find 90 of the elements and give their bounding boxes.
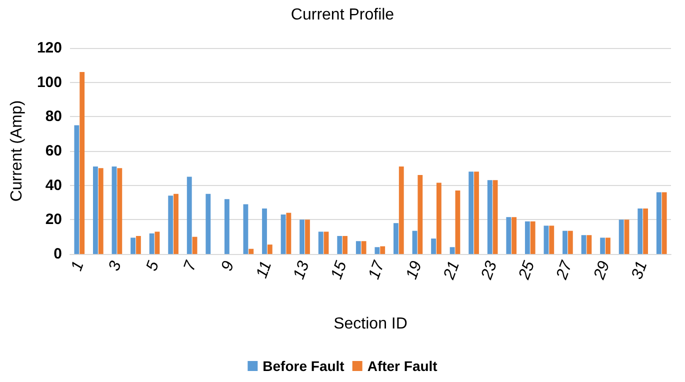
bar — [544, 226, 549, 254]
bar — [468, 172, 474, 254]
bar — [450, 247, 455, 254]
bar — [606, 238, 610, 254]
bar — [638, 208, 643, 254]
bar — [398, 166, 404, 254]
bar — [192, 236, 198, 254]
bar — [624, 220, 630, 254]
bar — [356, 241, 361, 254]
bar — [305, 220, 310, 254]
x-tick-label: 21 — [440, 259, 464, 283]
bar — [662, 192, 667, 254]
bar — [394, 223, 398, 254]
bar — [318, 232, 324, 254]
bar — [224, 199, 230, 254]
chart-title: Current Profile — [290, 6, 394, 24]
legend-label: Before Fault — [262, 358, 345, 374]
y-tick-label: 100 — [36, 74, 62, 91]
bar — [174, 194, 178, 254]
bar — [337, 236, 342, 254]
bar — [568, 230, 573, 254]
bar — [487, 180, 492, 254]
bar — [248, 248, 254, 254]
y-tick-label: 80 — [45, 108, 62, 126]
bar — [112, 166, 117, 254]
bar — [581, 235, 586, 254]
bar — [549, 226, 554, 254]
bar — [586, 235, 592, 254]
y-tick-label: 60 — [45, 142, 62, 160]
x-tick-label: 9 — [218, 259, 238, 274]
x-tick-label: 3 — [106, 259, 125, 274]
bar — [93, 166, 98, 254]
bar — [530, 221, 536, 254]
bar — [130, 238, 136, 254]
x-tick-label: 11 — [254, 259, 276, 281]
y-tick-label: 20 — [45, 211, 62, 228]
bar — [418, 175, 423, 254]
bar — [656, 192, 662, 254]
bar — [80, 72, 85, 254]
x-tick-label: 23 — [478, 259, 501, 283]
bar — [524, 221, 530, 254]
legend-label: After Fault — [367, 358, 438, 374]
x-tick-label: 5 — [143, 259, 163, 274]
bar — [280, 214, 286, 254]
bar — [492, 180, 498, 254]
bar — [168, 196, 174, 254]
x-tick-label: 17 — [366, 258, 388, 282]
bar — [186, 176, 192, 254]
bar — [98, 168, 104, 254]
bar — [154, 232, 160, 254]
x-tick-label: 31 — [628, 259, 651, 282]
bar — [74, 125, 80, 254]
bar — [374, 247, 380, 254]
bar — [436, 182, 442, 254]
x-tick-label: 15 — [328, 259, 350, 282]
bar — [206, 194, 211, 254]
bar — [286, 212, 292, 254]
x-axis-title: Section ID — [334, 316, 408, 332]
bar — [117, 168, 122, 254]
bar — [361, 241, 366, 254]
y-tick-label: 40 — [45, 176, 62, 194]
bar — [431, 238, 436, 254]
bar — [243, 204, 248, 254]
bar — [267, 244, 272, 254]
bar — [262, 208, 267, 254]
bar — [506, 217, 512, 254]
bar — [455, 190, 460, 254]
x-tick-label: 29 — [590, 259, 614, 283]
y-axis-title: Current (Amp) — [8, 100, 26, 202]
bar — [512, 217, 517, 254]
bar — [136, 236, 141, 254]
x-tick-label: 7 — [181, 258, 200, 274]
x-tick-label: 27 — [553, 258, 576, 283]
y-tick-label: 120 — [36, 40, 62, 56]
bar — [600, 238, 606, 254]
bar — [412, 230, 418, 254]
bar — [643, 208, 648, 254]
bar — [342, 236, 348, 254]
bar — [380, 246, 386, 254]
y-tick-label: 0 — [54, 246, 62, 262]
bar — [149, 233, 154, 254]
bar — [300, 220, 305, 254]
bar — [324, 232, 329, 254]
x-tick-label: 13 — [290, 259, 313, 282]
x-tick-label: 19 — [403, 259, 426, 282]
bar — [562, 230, 568, 254]
x-tick-label: 25 — [516, 259, 538, 283]
bar — [474, 172, 479, 254]
bar — [618, 220, 624, 254]
x-tick-label: 1 — [68, 259, 88, 274]
